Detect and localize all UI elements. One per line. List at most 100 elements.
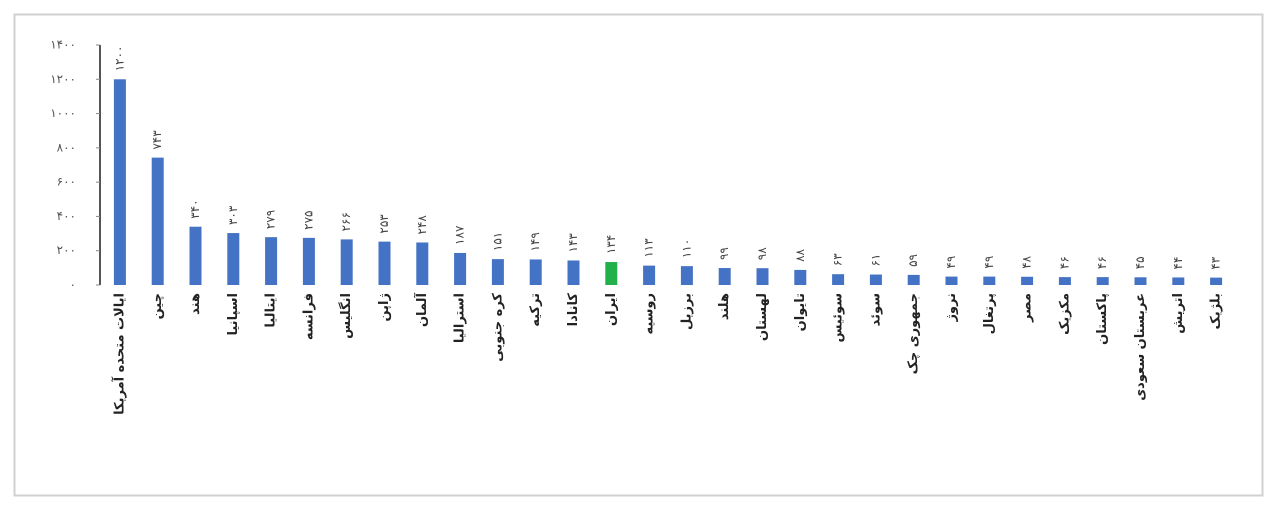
value-label: ۴۹	[982, 256, 996, 269]
x-tick-label: اتریش	[1171, 293, 1186, 334]
value-label: ۱۴۳	[566, 233, 580, 253]
value-label: ۴۹	[944, 256, 958, 269]
value-label: ۲۷۹	[264, 210, 278, 229]
bar	[265, 237, 278, 285]
x-tick-label: چین	[150, 293, 165, 319]
x-tick-label: بلژیک	[1209, 293, 1224, 329]
y-tick-label: ۱۰۰۰	[50, 106, 76, 120]
value-label: ۳۰۳	[226, 205, 240, 225]
bar	[945, 276, 958, 285]
bar	[643, 265, 656, 285]
x-tick-label: انگلیس	[338, 293, 354, 339]
bar	[794, 269, 807, 285]
value-label: ۱۵۱	[490, 232, 504, 251]
value-label: ۲۵۳	[377, 214, 391, 234]
x-tick-label: روسیه	[642, 293, 657, 335]
x-tick-label: مصر	[1020, 293, 1035, 323]
value-label: ۱۳۴	[604, 235, 618, 254]
bar	[227, 233, 240, 285]
bar	[151, 157, 164, 285]
x-tick-label: ایالات متحده آمریکا	[110, 293, 127, 415]
bar	[1021, 276, 1034, 285]
x-tick-label: برزیل	[679, 293, 694, 330]
bar	[1096, 277, 1109, 285]
value-label: ۱۸۷	[453, 225, 467, 245]
value-label: ۴۳	[1209, 256, 1223, 269]
y-tick-label: ۸۰۰	[57, 140, 76, 154]
y-tick-label: ۱۴۰۰	[50, 38, 76, 52]
x-tick-label: اسپانیا	[226, 293, 241, 336]
value-label: ۴۶	[1095, 256, 1109, 269]
x-tick-label: مکزیک	[1057, 293, 1072, 335]
bar	[907, 274, 920, 285]
bar	[567, 260, 580, 285]
value-label: ۸۸	[793, 248, 807, 261]
bar	[605, 262, 618, 285]
bar	[869, 274, 882, 285]
x-tick-label: لهستان	[755, 293, 770, 341]
value-label: ۴۴	[1171, 257, 1185, 270]
value-label: ۹۹	[717, 247, 731, 260]
bar	[1172, 277, 1185, 285]
x-tick-label: ایران	[604, 293, 619, 326]
x-tick-label: جمهوری چک	[906, 293, 921, 374]
x-tick-label: هلند	[717, 293, 732, 320]
value-label: ۲۶۶	[339, 212, 353, 231]
x-tick-label: آلمان	[413, 292, 430, 327]
chart-frame	[13, 13, 1264, 497]
x-tick-label: سوئد	[868, 293, 883, 326]
x-tick-label: کانادا	[566, 293, 581, 327]
x-tick-label: ایتالیا	[264, 293, 279, 328]
bar	[1058, 277, 1071, 285]
value-label: ۱۱۰	[679, 239, 693, 258]
value-label: ۴۶	[1057, 256, 1071, 269]
bar	[832, 274, 845, 285]
bar	[378, 241, 391, 285]
value-label: ۷۴۳	[150, 130, 164, 150]
value-label: ۱۲۰۰	[112, 46, 126, 72]
bar	[302, 237, 315, 285]
value-label: ۶۱	[868, 254, 882, 267]
value-label: ۲۷۵	[301, 211, 315, 230]
x-tick-label: استرالیا	[453, 293, 468, 343]
x-tick-label: هند	[188, 293, 203, 315]
bar	[1134, 277, 1147, 285]
bar	[756, 268, 769, 285]
value-label: ۱۱۳	[642, 238, 656, 258]
bar	[113, 79, 126, 286]
y-tick-label: ۰	[70, 278, 76, 292]
bar	[340, 239, 353, 285]
bar	[454, 252, 467, 285]
x-tick-label: ترکیه	[528, 293, 543, 327]
value-label: ۱۴۹	[528, 232, 542, 251]
x-tick-label: کره جنوبی	[490, 293, 505, 362]
x-tick-label: فرانسه	[301, 293, 316, 340]
x-tick-label: تایوان	[793, 293, 808, 331]
value-label: ۹۸	[755, 247, 769, 260]
y-tick-label: ۱۲۰۰	[50, 72, 76, 86]
value-label: ۶۳	[831, 253, 845, 266]
y-tick-label: ۲۰۰	[57, 243, 76, 257]
value-label: ۴۵	[1133, 256, 1147, 269]
x-tick-label: سوئیس	[831, 293, 846, 343]
bar	[416, 242, 429, 285]
bar	[718, 268, 731, 285]
bar	[189, 226, 202, 285]
bar	[983, 276, 996, 285]
value-label: ۳۴۰	[188, 199, 202, 218]
value-label: ۲۴۸	[415, 215, 429, 235]
x-tick-label: نروژ	[944, 293, 959, 323]
bar	[491, 259, 504, 285]
x-tick-label: پرتغال	[982, 293, 997, 334]
y-tick-label: ۶۰۰	[57, 175, 76, 189]
x-tick-label: عربستان سعودی	[1133, 293, 1148, 401]
bar	[529, 259, 542, 285]
bar	[1210, 277, 1223, 285]
value-label: ۴۸	[1020, 255, 1034, 268]
value-label: ۵۹	[906, 254, 920, 267]
x-tick-label: پاکستان	[1095, 293, 1110, 345]
y-tick-label: ۴۰۰	[57, 209, 76, 223]
bar	[680, 266, 693, 285]
x-tick-label: ژاپن	[377, 293, 392, 322]
